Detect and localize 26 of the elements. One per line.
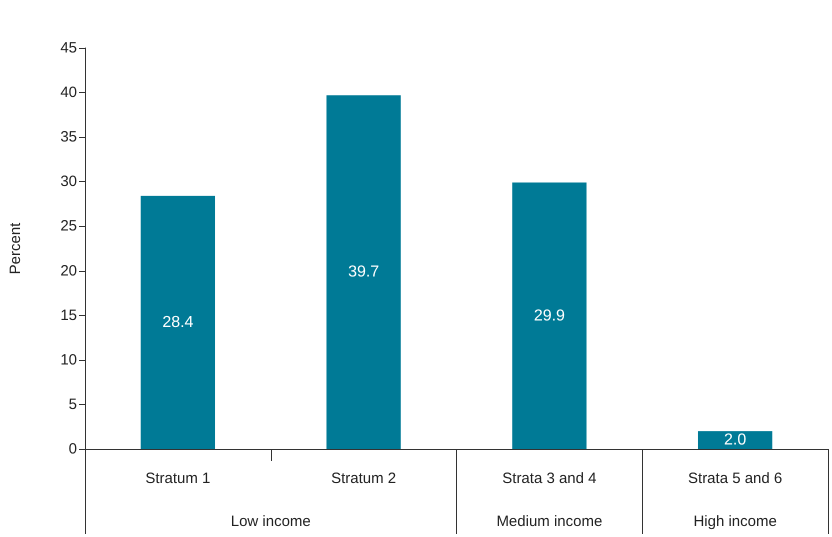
y-tick-label: 5 (68, 396, 77, 413)
y-tick-label: 25 (60, 218, 77, 235)
data-label: 2.0 (724, 432, 746, 449)
y-tick-label: 35 (60, 128, 77, 146)
text: High income (693, 513, 777, 530)
text: Medium income (496, 513, 602, 530)
y-tick-label: 20 (60, 262, 77, 280)
x-tick-label: Stratum 1 (145, 470, 210, 487)
y-tick-label: 0 (68, 440, 77, 458)
y-axis-title: Percent (7, 222, 24, 274)
x-tick-label: Strata 3 and 4 (502, 470, 596, 487)
bar (698, 431, 772, 449)
y-tick-label: 10 (60, 351, 77, 368)
x-tick-label: Strata 5 and 6 (688, 470, 782, 487)
text: Low income (230, 513, 311, 530)
bar (512, 182, 587, 449)
data-label: 39.7 (348, 264, 380, 281)
bar (326, 95, 401, 449)
data-label: 29.9 (534, 307, 566, 324)
y-tick-label: 15 (60, 306, 77, 324)
data-label: 28.4 (162, 314, 194, 331)
y-tick-label: 45 (60, 40, 77, 56)
y-tick-label: 30 (60, 173, 77, 190)
bar (140, 196, 216, 449)
y-tick-label: 40 (60, 84, 77, 102)
x-tick-label: Stratum 2 (331, 470, 396, 487)
